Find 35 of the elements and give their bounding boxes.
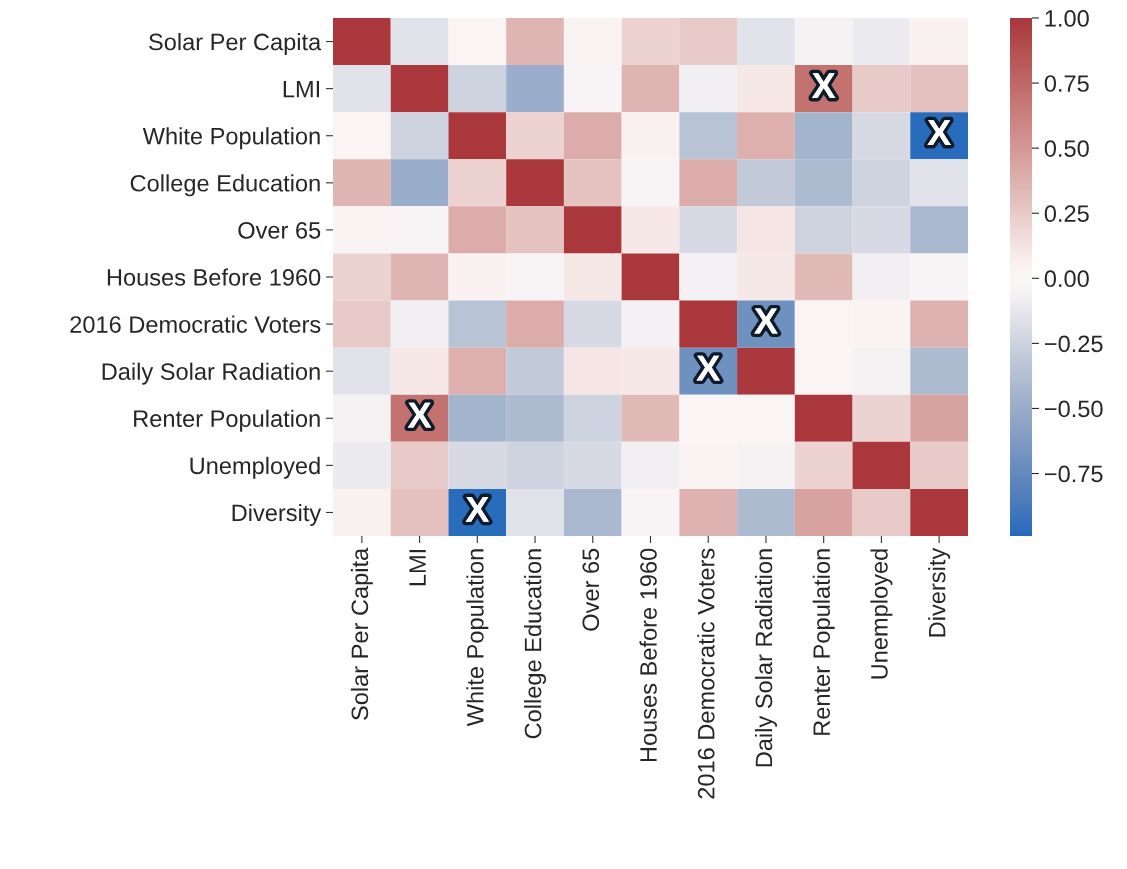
y-tick-label: Diversity bbox=[232, 503, 322, 526]
y-tick-label: LMI bbox=[283, 80, 320, 98]
color-bar-label: −0.50 bbox=[1044, 400, 1103, 418]
annotation: X bbox=[465, 496, 490, 522]
y-tick-label: Over 65 bbox=[238, 221, 321, 239]
color-bar-label: 0.75 bbox=[1044, 75, 1089, 92]
annotation: X bbox=[811, 73, 836, 98]
color-bar-label: 1.00 bbox=[1045, 10, 1089, 27]
y-tick-label: Houses Before 1960 bbox=[107, 268, 321, 286]
y-tick-label: Solar Per Capita bbox=[149, 32, 322, 55]
y-tick-label: White Population bbox=[142, 127, 320, 150]
annotation: X bbox=[754, 308, 778, 334]
y-tick-label: Daily Solar Radiation bbox=[102, 362, 320, 385]
annotation: X bbox=[407, 402, 432, 428]
y-tick-label: College Education bbox=[130, 174, 320, 197]
x-tick-label: Houses Before 1960 bbox=[639, 548, 657, 762]
x-tick-label: 2016 Democratic Voters bbox=[697, 548, 715, 799]
y-tick-label: Unemployed bbox=[190, 456, 320, 479]
x-tick-label: White Population bbox=[466, 549, 489, 727]
x-tick-label: Daily Solar Radiation bbox=[754, 549, 777, 767]
annotation: X bbox=[696, 355, 720, 381]
color-bar-label: −0.25 bbox=[1044, 335, 1103, 353]
annotation: X bbox=[927, 120, 951, 146]
y-tick-label: Renter Population bbox=[134, 409, 320, 432]
x-tick-label: Over 65 bbox=[582, 548, 600, 631]
x-tick-label: Renter Population bbox=[812, 549, 835, 735]
x-tick-label: Unemployed bbox=[870, 549, 893, 679]
color-bar-label: 0.25 bbox=[1044, 205, 1089, 223]
y-tick-label: 2016 Democratic Voters bbox=[70, 315, 321, 333]
x-tick-label: Diversity bbox=[928, 547, 951, 637]
color-bar-label: −0.75 bbox=[1044, 465, 1103, 483]
x-tick-label: LMI bbox=[409, 549, 426, 586]
color-bar-label: 0.50 bbox=[1044, 140, 1089, 157]
color-bar-label: 0.00 bbox=[1044, 270, 1089, 288]
x-tick-label: College Education bbox=[524, 549, 547, 739]
